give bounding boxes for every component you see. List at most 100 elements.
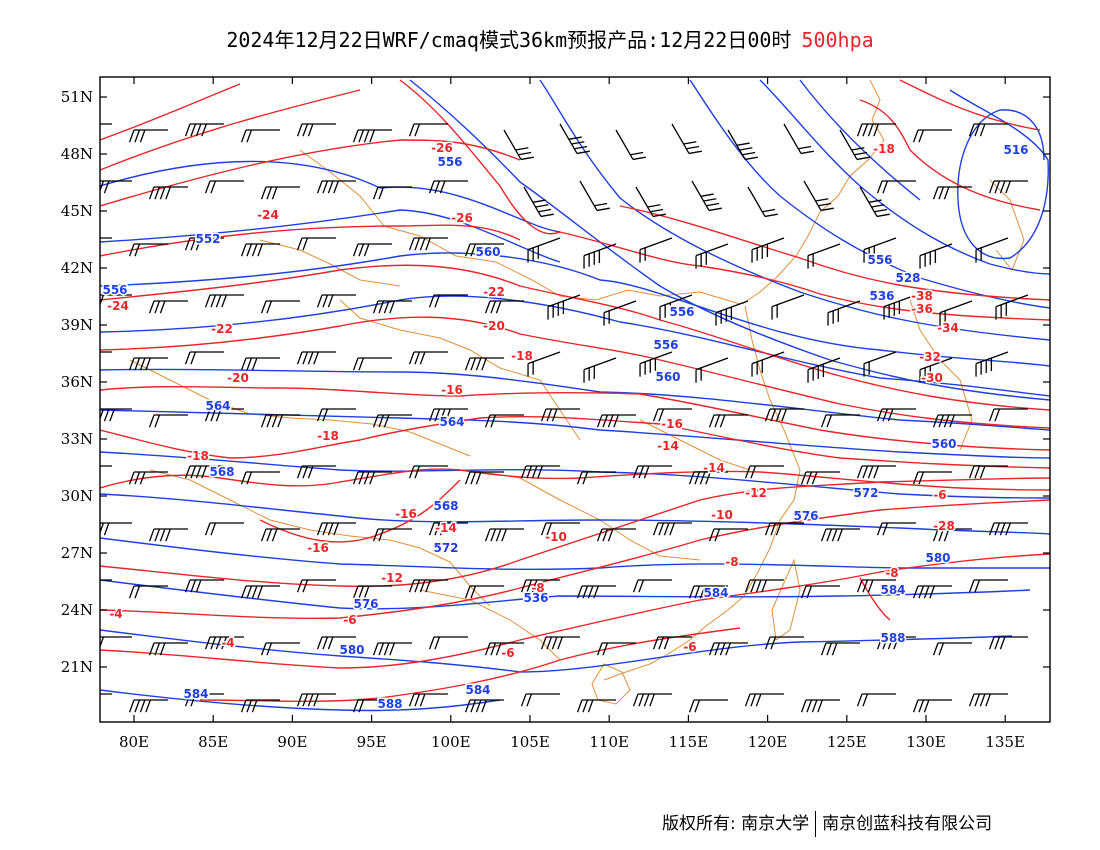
height-contour-label: 588 bbox=[377, 697, 402, 711]
wind-barb bbox=[583, 357, 617, 383]
wind-barb bbox=[464, 585, 504, 599]
temperature-contour-label: -18 bbox=[187, 449, 209, 463]
wind-barb bbox=[184, 465, 224, 479]
wind-barb bbox=[576, 471, 616, 485]
temperature-contour-label: -8 bbox=[531, 581, 544, 595]
height-contour-label: 536 bbox=[523, 591, 548, 605]
wind-barb bbox=[912, 585, 952, 599]
wind-barb bbox=[968, 465, 1008, 479]
wind-barb bbox=[100, 522, 132, 536]
wind-barb bbox=[807, 243, 841, 269]
copyright-right: 南京创蓝科技有限公司 bbox=[822, 814, 993, 834]
wind-barb bbox=[576, 699, 616, 713]
wind-barb bbox=[547, 294, 581, 320]
wind-barb bbox=[839, 129, 870, 161]
wind-barb bbox=[204, 636, 244, 650]
wind-barb bbox=[296, 579, 336, 593]
lat-tick-label: 33N bbox=[61, 430, 93, 448]
wind-barb bbox=[579, 180, 610, 212]
wind-barb bbox=[372, 414, 412, 428]
axes: 80E 85E 90E 95E 100E 105E 110E 115E 120E 125E 130E… bbox=[61, 77, 1050, 751]
height-contour-label: 576 bbox=[353, 597, 378, 611]
wind-barb bbox=[464, 471, 504, 485]
lon-tick-label: 130E bbox=[906, 733, 946, 751]
wind-barb bbox=[464, 357, 504, 371]
wind-barb bbox=[919, 243, 953, 269]
wind-barb bbox=[968, 123, 1008, 137]
wind-barb bbox=[932, 186, 972, 200]
temperature-contour-label: -4 bbox=[109, 607, 122, 621]
wind-barb bbox=[408, 237, 448, 251]
wind-barb bbox=[652, 522, 692, 536]
wind-barb bbox=[876, 180, 916, 194]
height-contour-label: 556 bbox=[102, 283, 127, 297]
temperature-contour-label: -16 bbox=[395, 507, 417, 521]
lat-tick-label: 24N bbox=[61, 601, 93, 619]
wind-barb bbox=[100, 180, 132, 194]
height-contour-label: 528 bbox=[895, 271, 920, 285]
temperature-contour-label: -4 bbox=[221, 636, 234, 650]
wind-barb bbox=[296, 693, 336, 707]
wind-barb bbox=[428, 294, 468, 308]
lon-tick-label: 100E bbox=[431, 733, 471, 751]
temperature-contour-label: -6 bbox=[683, 640, 696, 654]
temperature-contour-label: -12 bbox=[745, 486, 767, 500]
wind-barb bbox=[671, 123, 702, 155]
lon-tick-label: 95E bbox=[357, 733, 387, 751]
wind-barb bbox=[800, 471, 840, 485]
wind-barb bbox=[863, 351, 897, 377]
wind-barb bbox=[747, 186, 778, 218]
wind-barb bbox=[771, 294, 805, 320]
temperature-contour-label: -20 bbox=[227, 371, 249, 385]
wind-barb bbox=[240, 357, 280, 371]
map-frame bbox=[99, 76, 1051, 723]
footer-separator bbox=[815, 811, 817, 837]
wind-barb bbox=[484, 528, 524, 542]
wind-barb bbox=[372, 186, 412, 200]
wind-barb bbox=[316, 180, 356, 194]
wind-barb bbox=[559, 123, 590, 155]
temperature-contour-label: -26 bbox=[451, 211, 473, 225]
wind-barb bbox=[260, 186, 300, 200]
lon-tick-label: 85E bbox=[198, 733, 228, 751]
temperature-contour-label: -10 bbox=[711, 508, 733, 522]
lat-tick-label: 48N bbox=[61, 145, 93, 163]
wind-barb bbox=[184, 123, 224, 137]
height-contour-label: 584 bbox=[880, 583, 905, 597]
wind-barb bbox=[632, 693, 672, 707]
wind-barb bbox=[100, 579, 112, 581]
wind-barb bbox=[372, 528, 412, 542]
height-contour-label: 580 bbox=[339, 643, 364, 657]
contour-labels: 556 552 556 560 556 556 560 564 564 568 568 572 576 5… bbox=[101, 140, 1030, 713]
wind-barb bbox=[260, 642, 300, 656]
wind-barb bbox=[856, 579, 896, 593]
temperature-contour-label: -14 bbox=[657, 439, 679, 453]
wind-barb bbox=[540, 636, 580, 650]
wind-barb bbox=[615, 129, 646, 161]
copyright-footer: 版权所有: 南京大学 南京创蓝科技有限公司 bbox=[662, 809, 992, 837]
lon-tick-label: 135E bbox=[985, 733, 1025, 751]
height-contour-label: 556 bbox=[669, 305, 694, 319]
wind-barb bbox=[372, 300, 412, 314]
wind-barb bbox=[635, 186, 666, 218]
copyright-left: 版权所有: 南京大学 bbox=[662, 814, 810, 834]
wind-barb bbox=[352, 471, 392, 485]
height-contour-label: 556 bbox=[867, 253, 892, 267]
wind-barb bbox=[688, 699, 728, 713]
wind-barb bbox=[596, 414, 636, 428]
wind-barb bbox=[100, 123, 112, 125]
temperature-contour-label: -36 bbox=[911, 302, 933, 316]
wind-barb bbox=[484, 300, 524, 314]
wind-barb bbox=[876, 522, 916, 536]
lat-tick-label: 42N bbox=[61, 259, 93, 277]
wind-barb bbox=[240, 129, 280, 143]
wind-barb bbox=[184, 693, 224, 707]
wind-barb bbox=[695, 357, 729, 383]
wind-barb bbox=[932, 528, 972, 542]
wind-barb bbox=[883, 294, 917, 320]
wind-barb bbox=[204, 522, 244, 536]
height-contour-label: 584 bbox=[465, 683, 490, 697]
wind-barb bbox=[352, 699, 392, 713]
lat-tick-label: 51N bbox=[61, 88, 93, 106]
wind-barb bbox=[932, 414, 972, 428]
